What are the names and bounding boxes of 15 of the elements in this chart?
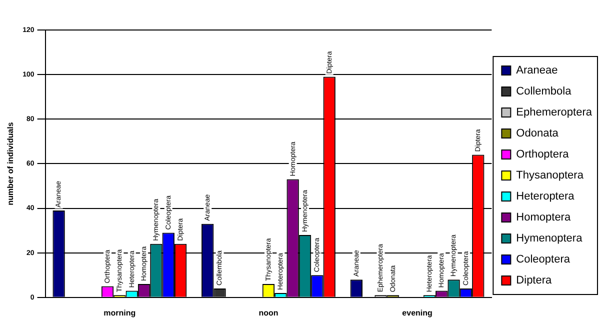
x-tick-label: evening (402, 308, 433, 318)
legend-label: Hymenoptera (516, 232, 584, 245)
legend-label: Heteroptera (516, 190, 576, 203)
legend-label: Homoptera (516, 212, 572, 224)
legend-label: Collembola (516, 86, 572, 98)
legend-label: Coleoptera (516, 254, 571, 266)
y-axis-title: number of individuals (6, 122, 16, 206)
legend-label: Ephemeroptera (516, 106, 593, 119)
legend-label: Orthoptera (516, 148, 570, 161)
x-tick-label: noon (258, 308, 278, 318)
legend-label: Odonata (516, 128, 560, 140)
legend-label: Thysanoptera (516, 170, 584, 182)
x-tick-label: morning (104, 308, 136, 318)
legend-label: Araneae (516, 64, 558, 77)
legend-label: Diptera (516, 274, 553, 287)
